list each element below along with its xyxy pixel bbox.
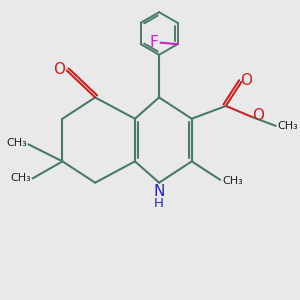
Text: O: O bbox=[53, 61, 65, 76]
Text: O: O bbox=[252, 108, 264, 123]
Text: H: H bbox=[154, 197, 164, 211]
Text: CH₃: CH₃ bbox=[11, 173, 31, 183]
Text: O: O bbox=[240, 73, 252, 88]
Text: CH₃: CH₃ bbox=[223, 176, 243, 186]
Text: CH₃: CH₃ bbox=[277, 121, 298, 131]
Text: CH₃: CH₃ bbox=[6, 138, 27, 148]
Text: N: N bbox=[153, 184, 165, 199]
Text: F: F bbox=[150, 35, 159, 50]
